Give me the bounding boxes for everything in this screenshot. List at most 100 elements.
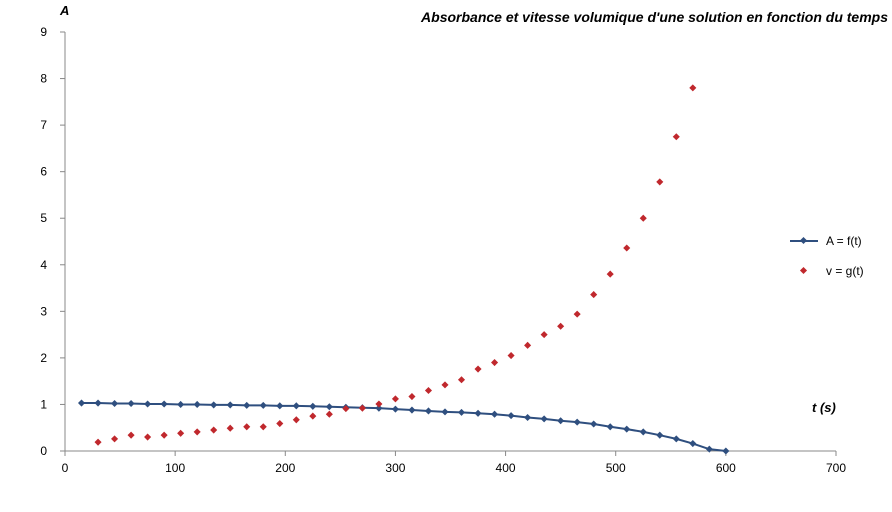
- data-point-series-0: [375, 404, 383, 412]
- data-point-series-1: [226, 424, 234, 432]
- data-point-series-1: [127, 431, 135, 439]
- y-tick-label: 0: [40, 444, 47, 458]
- data-point-series-0: [573, 418, 581, 426]
- data-point-series-1: [507, 352, 515, 360]
- y-tick-label: 9: [40, 25, 47, 39]
- y-tick-label: 5: [40, 211, 47, 225]
- data-point-series-0: [524, 413, 532, 422]
- data-point-series-0: [391, 405, 399, 413]
- data-point-series-1: [656, 178, 664, 186]
- data-point-series-1: [424, 386, 433, 395]
- data-point-series-0: [259, 401, 267, 409]
- data-point-series-1: [325, 410, 333, 418]
- chart-title: Absorbance et vitesse volumique d'une so…: [420, 9, 888, 25]
- x-tick-label: 400: [496, 461, 516, 475]
- data-point-series-0: [705, 445, 713, 453]
- y-tick-label: 7: [40, 118, 47, 132]
- data-point-series-1: [292, 416, 300, 424]
- data-point-series-1: [491, 359, 499, 367]
- data-point-series-1: [623, 244, 631, 252]
- x-tick-label: 100: [165, 461, 185, 475]
- x-tick-label: 200: [275, 461, 295, 475]
- data-point-series-0: [656, 431, 664, 439]
- data-point-series-0: [177, 400, 185, 408]
- data-point-series-1: [672, 133, 680, 141]
- x-axis-label: t (s): [812, 400, 836, 415]
- y-tick-label: 3: [40, 304, 47, 318]
- data-point-series-0: [441, 408, 449, 416]
- data-point-series-1: [375, 400, 383, 408]
- data-point-series-1: [144, 433, 152, 441]
- data-point-series-0: [424, 407, 433, 415]
- data-point-series-0: [94, 399, 102, 407]
- data-point-series-0: [557, 417, 565, 425]
- data-point-series-1: [193, 428, 201, 436]
- data-point-series-0: [672, 435, 680, 443]
- data-point-series-0: [639, 428, 647, 436]
- data-point-series-0: [689, 440, 697, 448]
- data-point-series-1: [606, 270, 614, 278]
- data-point-series-0: [193, 400, 201, 408]
- legend-marker-v: [799, 266, 808, 275]
- data-point-series-1: [309, 412, 317, 420]
- data-point-series-1: [259, 423, 267, 431]
- x-tick-label: 500: [606, 461, 626, 475]
- data-point-series-0: [226, 401, 234, 409]
- series-line-0: [81, 402, 726, 452]
- data-point-series-1: [111, 435, 119, 443]
- data-point-series-0: [243, 401, 251, 409]
- data-point-series-0: [127, 399, 135, 408]
- data-point-series-1: [408, 392, 416, 401]
- data-point-series-1: [639, 214, 647, 222]
- data-point-series-1: [557, 322, 565, 330]
- data-point-series-1: [243, 423, 251, 431]
- y-tick-label: 6: [40, 165, 47, 179]
- data-point-series-1: [441, 381, 449, 389]
- data-point-series-1: [342, 405, 350, 413]
- x-tick-label: 700: [826, 461, 846, 475]
- data-point-series-0: [540, 415, 548, 423]
- y-axis-label: A: [59, 3, 69, 18]
- x-tick-label: 0: [62, 461, 69, 475]
- data-point-series-1: [457, 376, 466, 384]
- data-point-series-1: [177, 429, 185, 437]
- data-point-series-0: [111, 399, 119, 408]
- data-point-series-0: [325, 403, 333, 411]
- y-tick-label: 1: [40, 397, 47, 411]
- x-tick-label: 300: [385, 461, 405, 475]
- data-point-series-0: [623, 425, 631, 433]
- data-point-series-1: [689, 84, 697, 92]
- y-tick-label: 2: [40, 351, 47, 365]
- data-point-series-1: [474, 365, 482, 373]
- data-point-series-1: [276, 419, 284, 428]
- data-point-series-0: [722, 447, 730, 455]
- legend-label-v: v = g(t): [826, 264, 864, 278]
- data-point-series-1: [160, 431, 168, 439]
- x-tick-label: 600: [716, 461, 736, 475]
- legend: A = f(t) v = g(t): [790, 234, 864, 278]
- data-point-series-1: [94, 438, 102, 446]
- data-point-series-1: [358, 404, 366, 412]
- data-point-series-0: [309, 402, 317, 410]
- data-point-series-0: [276, 402, 284, 410]
- data-point-series-0: [160, 400, 168, 408]
- y-tick-label: 4: [40, 258, 47, 272]
- data-point-series-1: [210, 426, 218, 434]
- data-point-series-0: [507, 412, 515, 420]
- data-point-series-0: [292, 402, 300, 410]
- data-point-series-1: [524, 341, 532, 349]
- data-point-series-1: [540, 331, 548, 339]
- data-point-series-0: [491, 410, 499, 418]
- legend-label-a: A = f(t): [826, 234, 862, 248]
- data-point-series-0: [474, 409, 482, 417]
- data-point-series-0: [606, 423, 614, 431]
- data-point-series-0: [210, 401, 218, 409]
- legend-marker-a: [799, 236, 808, 245]
- data-point-series-0: [590, 420, 598, 428]
- data-point-series-1: [590, 291, 598, 299]
- data-point-series-0: [408, 406, 416, 414]
- data-point-series-1: [573, 310, 581, 318]
- data-point-series-0: [77, 399, 86, 407]
- data-point-series-0: [144, 400, 152, 408]
